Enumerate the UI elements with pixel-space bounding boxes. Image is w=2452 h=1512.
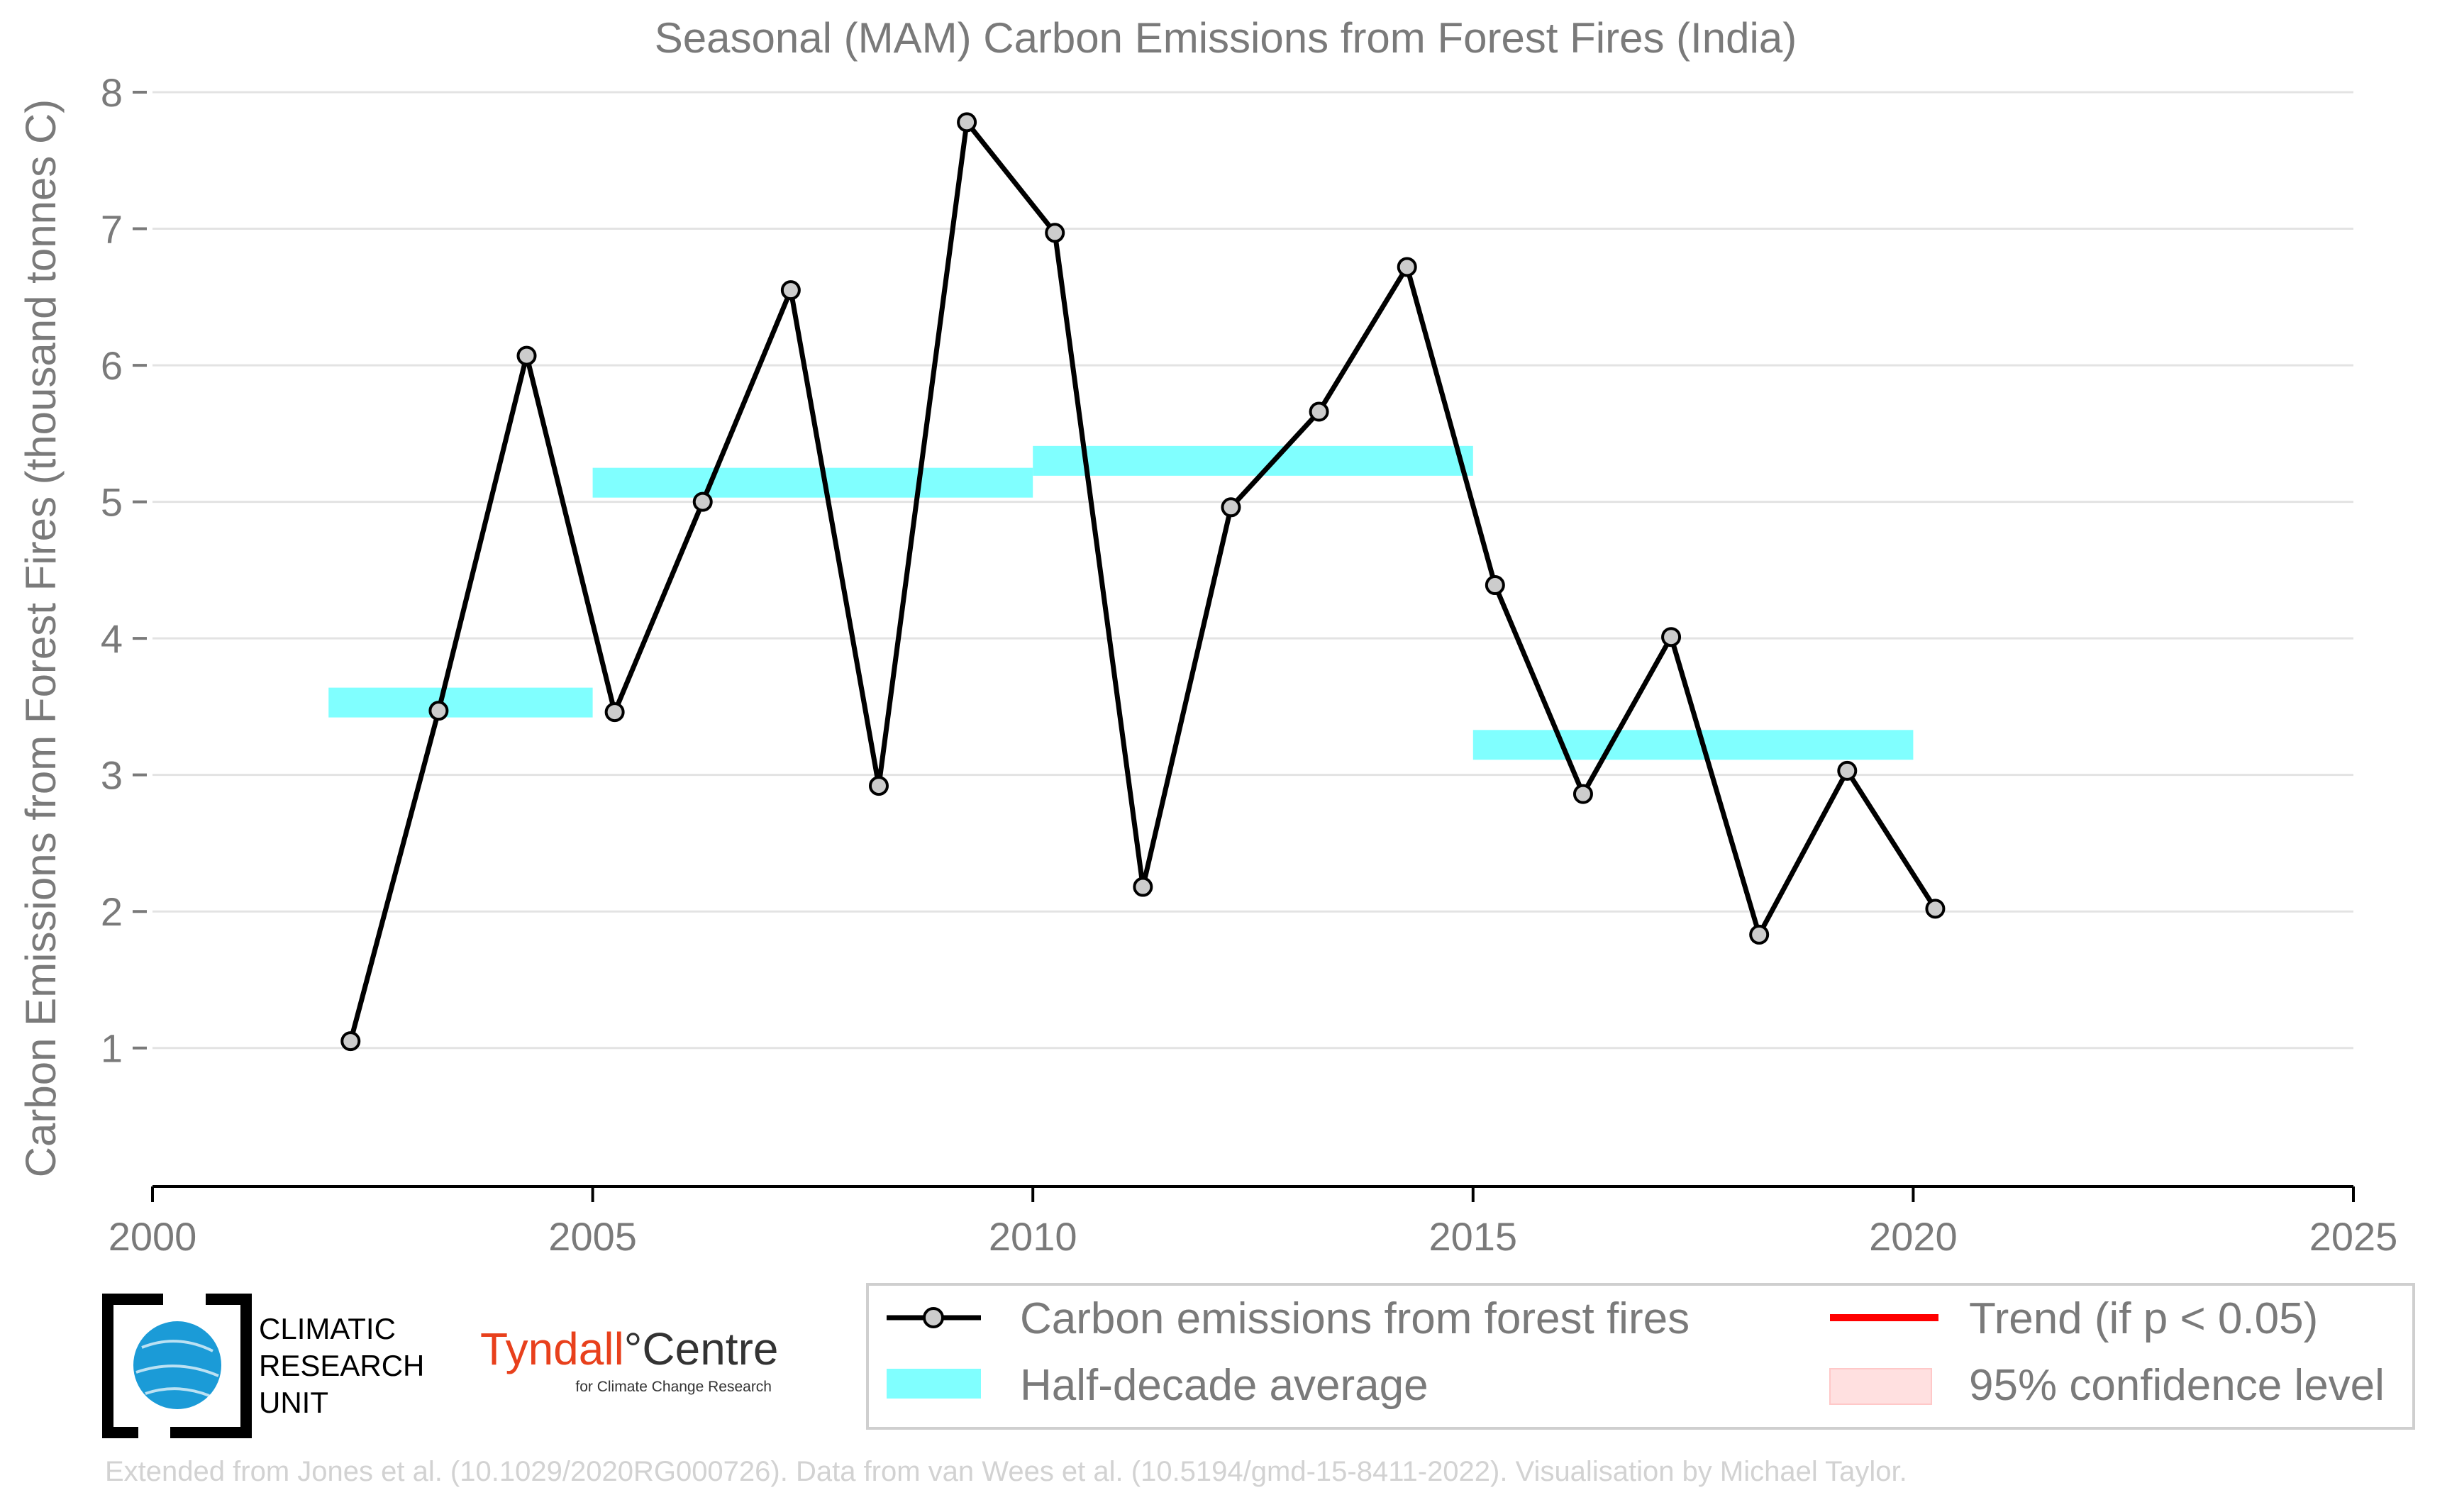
chart-title: Seasonal (MAM) Carbon Emissions from For… [655,14,1797,62]
data-point [1925,899,1946,919]
x-tick-label: 2025 [2309,1214,2398,1259]
data-point [1133,877,1153,897]
data-point [957,112,977,133]
x-tick-label: 2020 [1869,1214,1958,1259]
legend-label-confidence: 95% confidence level [1969,1361,2385,1410]
data-point [780,280,801,301]
half-decade-average-bands [328,445,1914,760]
cru-line3: UNIT [259,1386,328,1419]
legend-label-trend: Trend (if p < 0.05) [1969,1294,2318,1343]
tyndall-wordmark: Tyndall°Centre [480,1323,778,1374]
y-tick-label: 2 [101,889,123,934]
x-tick-label: 2005 [548,1214,637,1259]
y-tick-label: 1 [101,1026,123,1071]
legend-swatch-confidence [1829,1368,1932,1405]
data-point [1397,257,1417,277]
legend-marker-emissions [923,1307,944,1328]
cru-logo: CLIMATIC RESEARCH UNIT [102,1294,424,1438]
half-decade-band [1033,445,1473,476]
half-decade-band [1472,730,1914,760]
x-tick-label: 2015 [1429,1214,1518,1259]
cru-line1: CLIMATIC [259,1312,396,1345]
y-tick-label: 4 [101,616,123,661]
half-decade-band [328,687,593,718]
legend-label-emissions: Carbon emissions from forest fires [1020,1294,1690,1343]
y-ticks: 1 2 3 4 5 6 7 8 [101,70,147,1071]
tyndall-subtitle: for Climate Change Research [575,1379,772,1395]
gridlines [152,91,2353,1050]
globe-swirl-icon [135,1340,219,1397]
data-point [1661,627,1682,647]
y-tick-label: 6 [101,343,123,388]
emissions-series [340,112,1946,1052]
data-point [428,701,449,721]
half-decade-band [592,467,1033,498]
data-point [692,491,713,512]
data-point [1572,784,1593,804]
emissions-line [348,119,1938,1043]
data-point [1309,401,1329,422]
y-axis-label: Carbon Emissions from Forest Fires (thou… [17,99,65,1178]
legend-swatch-half-decade [887,1369,981,1399]
legend-box [866,1283,2415,1430]
data-point [340,1031,361,1052]
y-tick-label: 5 [101,480,123,525]
y-tick-label: 7 [101,207,123,252]
data-point [516,345,537,366]
data-point [1485,575,1505,596]
data-point [868,776,889,796]
data-point [1837,760,1858,781]
y-tick-label: 3 [101,753,123,798]
cru-line2: RESEARCH [259,1349,424,1382]
legend-label-half-decade: Half-decade average [1020,1361,1429,1410]
data-point [604,702,625,723]
x-tick-label: 2010 [989,1214,1077,1259]
x-axis: 2000 2005 2010 2015 2020 2025 [109,1185,2398,1259]
data-point [1221,497,1241,518]
credit-text: Extended from Jones et al. (10.1029/2020… [105,1456,1907,1487]
y-tick-label: 8 [101,70,123,115]
x-tick-label: 2000 [109,1214,197,1259]
tyndall-logo: Tyndall°Centre for Climate Change Resear… [480,1323,778,1395]
data-point [1045,223,1065,243]
legend: Carbon emissions from forest fires Trend… [866,1283,2415,1430]
data-point [1749,924,1770,945]
cru-bracket-icon [102,1294,252,1438]
